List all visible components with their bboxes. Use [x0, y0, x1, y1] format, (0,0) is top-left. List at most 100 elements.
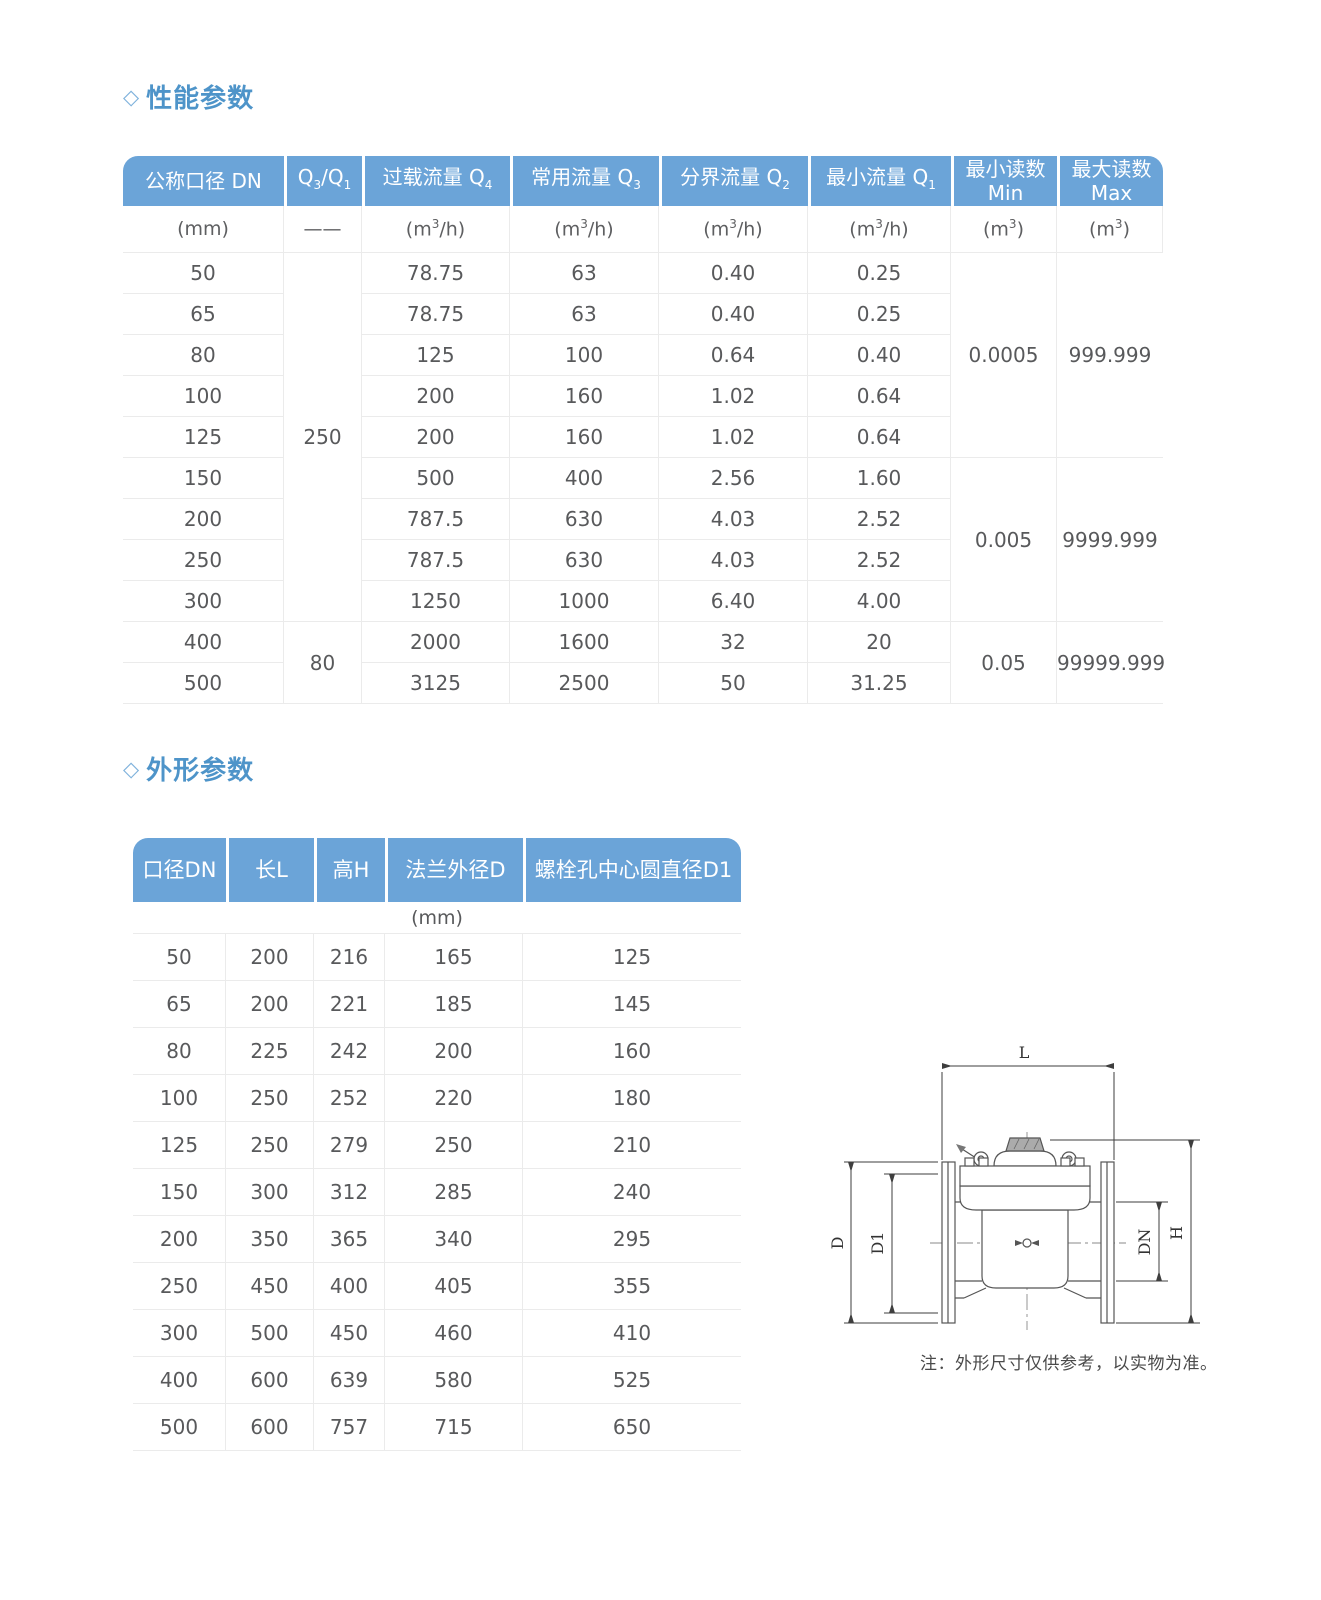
perf-q3: 63: [510, 253, 659, 294]
perf-q4: 1250: [362, 581, 510, 622]
perf-unit-4: (m3/h): [659, 206, 808, 253]
perf-unit-2: (m3/h): [362, 206, 510, 253]
diamond-icon: ◇: [123, 84, 141, 109]
dimension-H: H: [1050, 1139, 1200, 1324]
perf-unit-6: (m3): [951, 206, 1057, 253]
perf-dn: 150: [123, 458, 284, 499]
dim-header-0: 口径DN: [133, 838, 226, 902]
perf-header-0: 公称口径 DN: [123, 156, 284, 206]
dim-flange-od: 185: [385, 981, 523, 1028]
dim-height: 279: [314, 1122, 385, 1169]
diamond-icon: ◇: [123, 756, 141, 781]
perf-q2: 1.02: [659, 417, 808, 458]
perf-row-80: 80 125 100 0.64 0.40: [123, 335, 1163, 376]
dimension-D: D: [828, 1161, 938, 1324]
dim-row-150: 150 300 312 285 240: [133, 1169, 741, 1216]
dim-dn: 400: [133, 1357, 226, 1404]
perf-row-300: 300 1250 1000 6.40 4.00: [123, 581, 1163, 622]
perf-row-125: 125 200 160 1.02 0.64: [123, 417, 1163, 458]
dim-bolt-circle: 160: [523, 1028, 741, 1075]
dim-dn: 125: [133, 1122, 226, 1169]
dim-height: 252: [314, 1075, 385, 1122]
perf-q4: 125: [362, 335, 510, 376]
dim-dn: 50: [133, 934, 226, 981]
dim-row-500: 500 600 757 715 650: [133, 1404, 741, 1451]
dim-height: 757: [314, 1404, 385, 1451]
perf-dn: 80: [123, 335, 284, 376]
perf-dn: 400: [123, 622, 284, 663]
right-flange: [1100, 1161, 1115, 1324]
dim-bolt-circle: 180: [523, 1075, 741, 1122]
perf-q1: 0.25: [808, 253, 951, 294]
perf-q4: 787.5: [362, 499, 510, 540]
perf-max: 999.999: [1057, 253, 1163, 458]
perf-q4: 2000: [362, 622, 510, 663]
dim-height: 450: [314, 1310, 385, 1357]
perf-q3q1: 80: [284, 622, 362, 704]
perf-q2: 0.40: [659, 253, 808, 294]
dim-unit: (mm): [133, 902, 741, 934]
dim-length: 600: [226, 1404, 314, 1451]
dim-length: 200: [226, 934, 314, 981]
section-title-text: 外形参数: [146, 756, 255, 786]
perf-header-2: 过载流量 Q4: [362, 156, 510, 206]
dimension-label-L: L: [1019, 1043, 1030, 1062]
dim-dn: 150: [133, 1169, 226, 1216]
dim-flange-od: 580: [385, 1357, 523, 1404]
dim-header-4: 螺栓孔中心圆直径D1: [523, 838, 741, 902]
perf-dn: 125: [123, 417, 284, 458]
section-title-performance: ◇ 性能参数: [123, 78, 254, 115]
dim-row-200: 200 350 365 340 295: [133, 1216, 741, 1263]
dim-length: 250: [226, 1122, 314, 1169]
perf-dn: 50: [123, 253, 284, 294]
dim-bolt-circle: 125: [523, 934, 741, 981]
perf-q2: 6.40: [659, 581, 808, 622]
perf-row-400: 400 80 2000 1600 32 20 0.05 99999.999: [123, 622, 1165, 704]
perf-q1: 0.64: [808, 417, 951, 458]
dimension-L: L: [941, 1043, 1115, 1160]
dim-row-125: 125 250 279 250 210: [133, 1122, 741, 1169]
dimension-D1: D1: [868, 1173, 938, 1314]
dim-bolt-circle: 650: [523, 1404, 741, 1451]
perf-unit-0: (mm): [123, 206, 284, 253]
perf-min: 0.005: [951, 458, 1057, 622]
dim-length: 600: [226, 1357, 314, 1404]
perf-q4: 500: [362, 458, 510, 499]
dim-header-3: 法兰外径D: [385, 838, 523, 902]
perf-q2: 32: [659, 622, 808, 663]
perf-row-200: 200 787.5 630 4.03 2.52: [123, 499, 1163, 540]
perf-max: 9999.999: [1057, 458, 1163, 622]
perf-header-3: 常用流量 Q3: [510, 156, 659, 206]
perf-q3: 160: [510, 417, 659, 458]
dim-bolt-circle: 145: [523, 981, 741, 1028]
perf-min: 0.0005: [951, 253, 1057, 458]
dim-length: 250: [226, 1075, 314, 1122]
perf-q4: 787.5: [362, 540, 510, 581]
perf-row-150: 150 500 400 2.56 1.60 0.005 9999.999: [123, 458, 1163, 622]
perf-header-1: Q3/Q1: [284, 156, 362, 206]
perf-min: 0.05: [951, 622, 1057, 704]
perf-q2: 1.02: [659, 376, 808, 417]
perf-q4: 78.75: [362, 253, 510, 294]
perf-unit-3: (m3/h): [510, 206, 659, 253]
perf-q1: 0.64: [808, 376, 951, 417]
drawing-note: 注：外形尺寸仅供参考，以实物为准。: [920, 1354, 1218, 1374]
perf-q1: 4.00: [808, 581, 951, 622]
perf-q1: 0.40: [808, 335, 951, 376]
dim-dn: 100: [133, 1075, 226, 1122]
perf-header-7: 最大读数 Max: [1057, 156, 1163, 206]
dim-dn: 500: [133, 1404, 226, 1451]
perf-q4: 200: [362, 376, 510, 417]
perf-q1: 20: [808, 622, 951, 663]
perf-q2: 4.03: [659, 540, 808, 581]
perf-header-6: 最小读数 Min: [951, 156, 1057, 206]
perf-q2: 0.64: [659, 335, 808, 376]
left-flange: [941, 1161, 956, 1324]
dim-flange-od: 405: [385, 1263, 523, 1310]
perf-dn: 65: [123, 294, 284, 335]
dim-row-80: 80 225 242 200 160: [133, 1028, 741, 1075]
dim-dn: 80: [133, 1028, 226, 1075]
dim-row-50: 50 200 216 165 125: [133, 934, 741, 981]
perf-q1: 2.52: [808, 499, 951, 540]
dim-bolt-circle: 410: [523, 1310, 741, 1357]
